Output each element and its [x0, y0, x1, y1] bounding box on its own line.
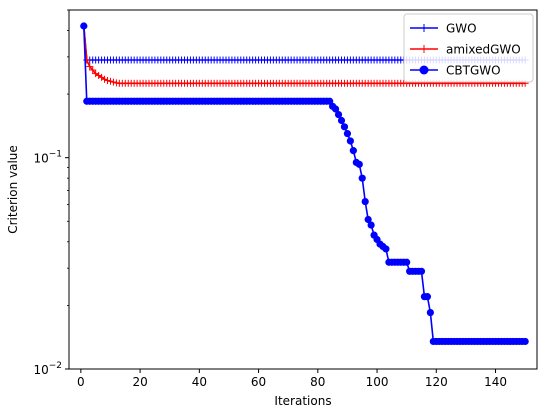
point-cbtgwo — [340, 123, 349, 131]
point-cbtgwo — [358, 174, 366, 182]
point-cbtgwo — [343, 130, 352, 138]
x-tick-label: 80 — [310, 375, 325, 389]
x-tick-label: 40 — [192, 375, 207, 389]
point-cbtgwo — [80, 22, 88, 30]
point-cbtgwo — [346, 137, 354, 145]
x-tick-label: 140 — [484, 375, 507, 389]
point-cbtgwo — [331, 105, 340, 113]
point-cbtgwo — [364, 215, 372, 224]
x-tick-label: 100 — [366, 375, 389, 389]
legend-box — [403, 13, 534, 83]
legend: GWO amixedGWO CBTGWO — [403, 13, 534, 83]
x-tick-label: 120 — [425, 375, 448, 389]
point-cbtgwo — [355, 160, 363, 168]
point-cbtgwo — [403, 258, 411, 266]
point-cbtgwo — [382, 245, 390, 253]
point-cbtgwo — [521, 337, 529, 346]
point-cbtgwo — [349, 147, 357, 155]
legend-label-cbtgwo: CBTGWO — [446, 64, 501, 78]
point-cbtgwo — [423, 293, 432, 301]
axes-layer: 0 20 40 60 80 100 120 140 10−1 10−2 — [33, 9, 507, 389]
x-tick-label: 20 — [132, 375, 147, 389]
legend-label-gwo: GWO — [446, 22, 477, 36]
point-cbtgwo — [367, 221, 375, 229]
x-tick-label: 60 — [251, 375, 266, 389]
point-cbtgwo — [361, 197, 369, 206]
legend-marker-cbtgwo — [419, 65, 429, 75]
point-cbtgwo — [426, 308, 434, 317]
legend-label-amixedgwo: amixedGWO — [446, 43, 521, 57]
point-cbtgwo — [417, 267, 426, 275]
y-tick-label: 10−2 — [33, 361, 62, 377]
x-tick-label: 0 — [77, 375, 85, 389]
x-axis-label: Iterations — [274, 394, 331, 408]
point-cbtgwo — [334, 110, 343, 119]
plot-area-frame — [68, 9, 538, 370]
y-axis-label: Criterion value — [6, 145, 20, 234]
y-tick-label: 10−1 — [33, 150, 62, 166]
point-cbtgwo — [337, 116, 346, 125]
